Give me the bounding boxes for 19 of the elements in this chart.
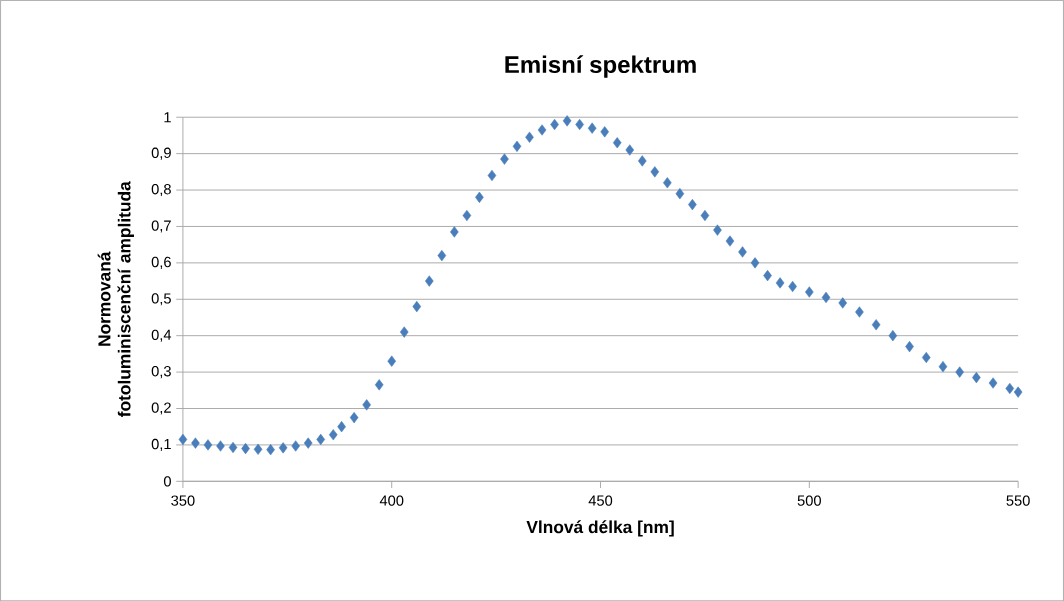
y-tick-label: 0 (163, 476, 171, 487)
y-tick-label: 0,8 (151, 183, 171, 196)
y-tick-label: 0,7 (151, 220, 171, 233)
y-tick-label: 0,6 (151, 256, 171, 269)
x-tick-label: 400 (379, 495, 404, 506)
chart-title: Emisní spektrum (505, 55, 696, 78)
y-tick-label: 0,5 (151, 293, 171, 306)
y-tick-label: 0,9 (151, 147, 171, 160)
x-tick-label: 500 (797, 495, 821, 506)
x-tick-label: 450 (588, 495, 613, 506)
y-tick-label: 0,1 (151, 438, 171, 451)
y-tick-label: 0,2 (151, 402, 171, 415)
y-axis-title: Normovaná fotoluminiscenční amplituda (97, 181, 134, 417)
x-axis-title: Vlnová délka [nm] (526, 520, 674, 537)
x-tick-label: 550 (1006, 495, 1030, 506)
y-tick-label: 0,4 (151, 329, 172, 342)
y-tick-label: 0,3 (151, 365, 171, 379)
x-tick-label: 350 (171, 495, 195, 506)
y-tick-label: 1 (164, 112, 171, 123)
